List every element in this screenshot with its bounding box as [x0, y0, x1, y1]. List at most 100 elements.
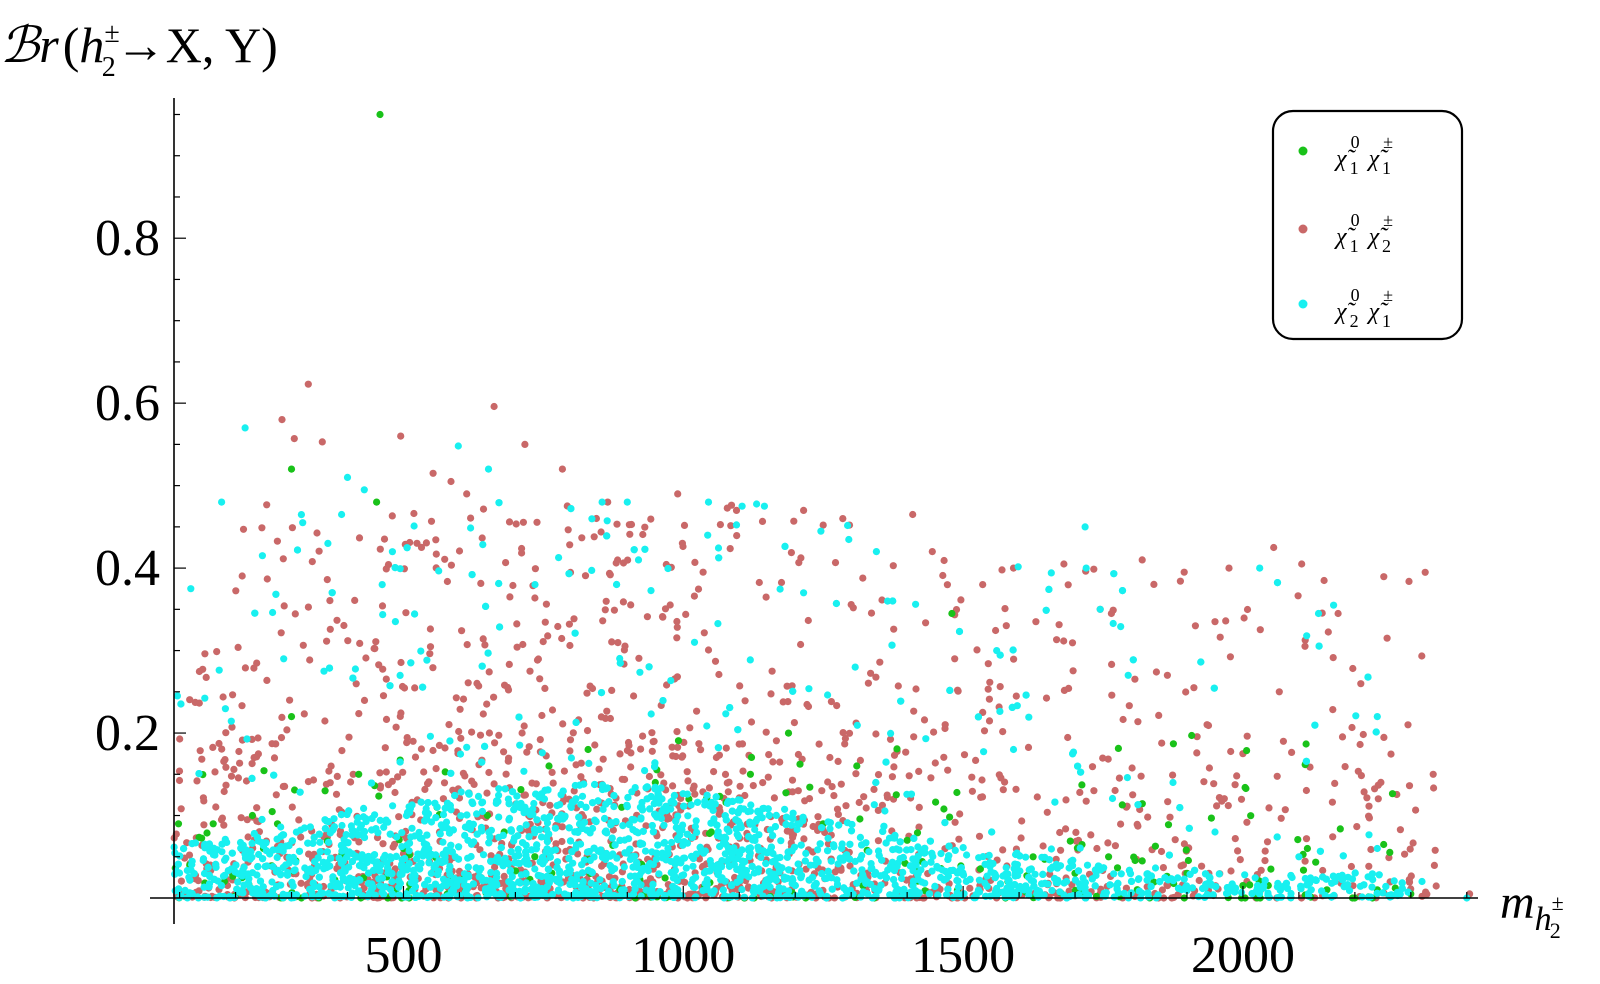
scatter-point	[518, 544, 526, 553]
scatter-point	[555, 867, 564, 875]
scatter-point	[682, 864, 690, 872]
scatter-point	[538, 872, 546, 881]
scatter-point	[530, 799, 538, 808]
scatter-point	[646, 875, 655, 883]
scatter-point	[928, 849, 936, 858]
scatter-point	[1374, 795, 1382, 803]
scatter-point	[553, 802, 561, 810]
scatter-point	[280, 655, 288, 663]
scatter-point	[227, 772, 236, 780]
scatter-point	[528, 779, 536, 787]
scatter-point	[1327, 893, 1336, 901]
scatter-point	[1358, 893, 1366, 901]
scatter-point	[921, 860, 929, 868]
scatter-point	[747, 718, 756, 726]
scatter-point	[321, 717, 329, 725]
scatter-point	[279, 555, 287, 563]
scatter-point	[306, 823, 314, 831]
scatter-point	[1320, 576, 1328, 585]
scatter-point	[505, 754, 513, 762]
scatter-point	[1294, 592, 1302, 600]
scatter-point	[1431, 846, 1439, 854]
scatter-point	[1046, 865, 1055, 873]
scatter-point	[478, 662, 486, 670]
scatter-point	[496, 623, 504, 631]
scatter-point	[709, 806, 717, 814]
scatter-point	[770, 794, 779, 802]
scatter-point	[250, 830, 258, 838]
scatter-point	[1319, 873, 1327, 881]
scatter-point	[630, 692, 638, 700]
scatter-point	[1182, 846, 1190, 854]
scatter-point	[499, 862, 507, 870]
scatter-point	[316, 848, 324, 856]
scatter-point	[1134, 875, 1142, 884]
scatter-point	[712, 793, 720, 801]
scatter-point	[484, 465, 493, 473]
scatter-point	[419, 683, 427, 691]
scatter-point	[464, 863, 472, 871]
scatter-point	[522, 851, 530, 859]
scatter-point	[1144, 813, 1152, 821]
scatter-point	[1212, 883, 1220, 891]
scatter-point	[333, 772, 341, 781]
scatter-point	[738, 740, 747, 748]
scatter-point	[416, 834, 424, 843]
scatter-point	[1047, 845, 1055, 853]
scatter-point	[581, 572, 590, 580]
scatter-point	[1030, 882, 1038, 890]
scatter-point	[519, 518, 528, 526]
scatter-point	[834, 757, 842, 766]
scatter-point	[285, 859, 293, 867]
scatter-point	[476, 846, 484, 854]
scatter-point	[1373, 844, 1381, 853]
scatter-point	[1074, 762, 1082, 770]
scatter-point	[846, 840, 854, 848]
scatter-point	[551, 824, 560, 832]
scatter-point	[209, 743, 217, 752]
scatter-point	[260, 767, 268, 775]
scatter-point	[968, 773, 976, 781]
scatter-point	[508, 788, 517, 796]
scatter-point	[690, 638, 699, 646]
scatter-point	[1329, 872, 1337, 880]
scatter-point	[570, 787, 578, 795]
scatter-point	[810, 882, 819, 890]
scatter-point	[1068, 639, 1077, 647]
scatter-point	[1057, 846, 1065, 854]
scatter-point	[542, 834, 551, 842]
scatter-point	[888, 773, 897, 781]
scatter-point	[228, 723, 236, 731]
scatter-point	[558, 634, 566, 643]
scatter-point	[750, 889, 758, 897]
scatter-point	[693, 707, 701, 715]
scatter-point	[1077, 768, 1085, 776]
scatter-point	[566, 541, 574, 549]
scatter-point	[896, 838, 904, 846]
scatter-point	[447, 769, 455, 777]
scatter-point	[1279, 737, 1287, 745]
scatter-point	[683, 768, 691, 776]
scatter-point	[234, 774, 242, 782]
scatter-point	[1380, 573, 1388, 581]
scatter-point	[1200, 778, 1208, 786]
scatter-point	[782, 820, 790, 829]
scatter-point	[1062, 796, 1070, 804]
scatter-point	[1156, 878, 1164, 886]
scatter-point	[319, 858, 328, 867]
scatter-point	[1152, 668, 1160, 676]
scatter-point	[1209, 891, 1217, 899]
scatter-point	[512, 520, 520, 528]
scatter-point	[603, 517, 611, 525]
scatter-point	[1430, 861, 1438, 870]
scatter-point	[613, 580, 621, 589]
scatter-point	[721, 850, 730, 858]
scatter-point	[1303, 632, 1311, 640]
scatter-point	[417, 745, 425, 753]
scatter-point	[922, 619, 930, 627]
scatter-point	[976, 865, 985, 873]
scatter-point	[485, 839, 493, 847]
scatter-point	[1119, 715, 1127, 724]
scatter-point	[879, 827, 887, 836]
